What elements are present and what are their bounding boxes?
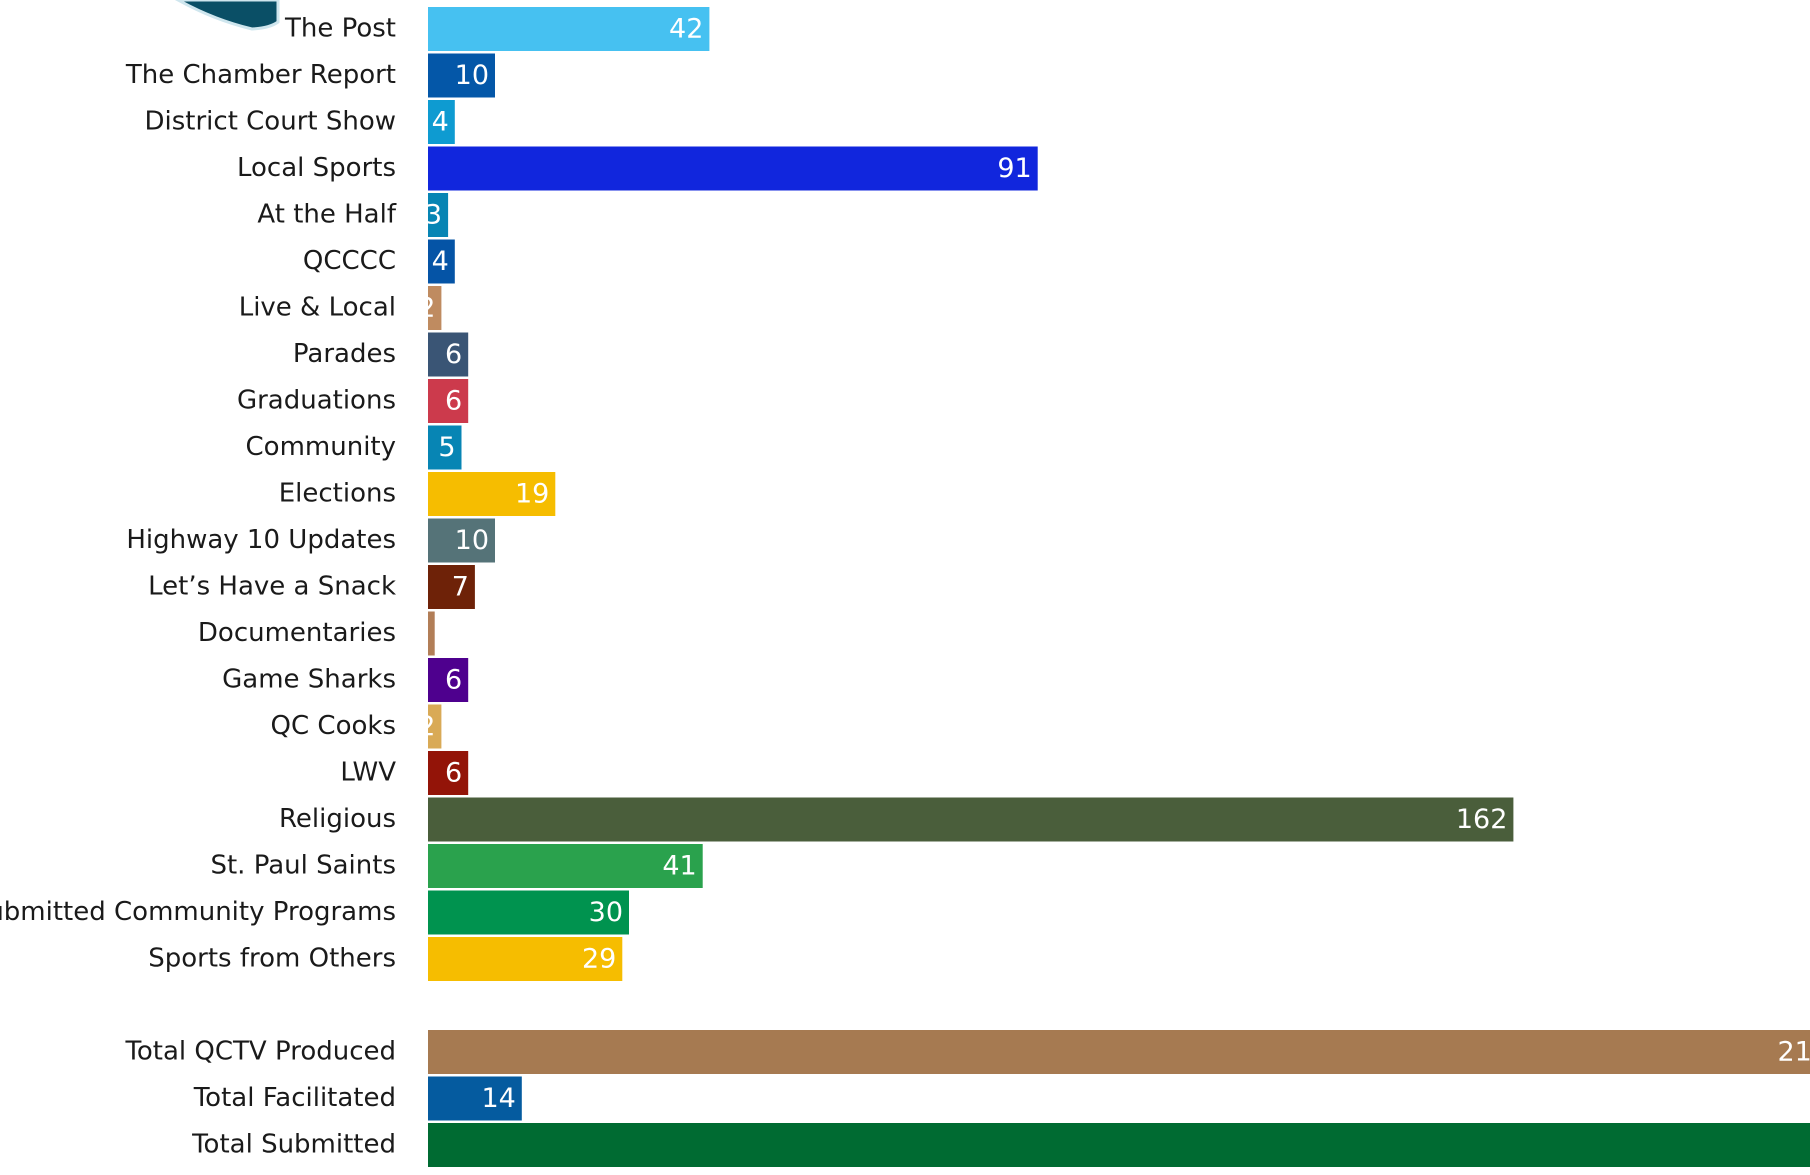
value-label-st-paul-saints: 41 (662, 851, 696, 882)
bar-let-s-have-a-snack (428, 565, 475, 609)
value-label-total-qctv-produced: 210 (1777, 1037, 1810, 1068)
bar-religious (428, 797, 1514, 842)
bar-highway-10-updates (428, 518, 495, 563)
value-label-live-local: 2 (418, 293, 435, 324)
value-labels: 421049134266519107162616241302921014262 (412, 14, 1810, 1115)
category-label-live-local: Live & Local (239, 293, 396, 323)
value-label-the-chamber-report: 10 (455, 60, 489, 91)
bar-qcccc (428, 239, 455, 284)
bar-documentaries (428, 611, 435, 656)
category-label-qcccc: QCCCC (303, 246, 396, 276)
bar-the-post (428, 7, 710, 51)
bar-total-qctv-produced (428, 1030, 1810, 1074)
category-label-highway-10-updates: Highway 10 Updates (126, 525, 396, 555)
bar-submitted-community-programs (428, 890, 629, 935)
category-label-district-court-show: District Court Show (145, 107, 397, 137)
bar-lwv (428, 751, 469, 795)
category-label-lwv: LWV (340, 758, 396, 788)
category-label-documentaries: Documentaries (198, 618, 396, 648)
bars (428, 7, 1810, 1167)
value-label-at-the-half: 3 (425, 200, 442, 231)
logo-corner-shape (174, 0, 280, 31)
bar-graduations (428, 379, 469, 423)
category-label-graduations: Graduations (237, 386, 396, 416)
value-label-parades: 6 (445, 339, 462, 370)
value-label-lwv: 6 (445, 758, 462, 789)
value-label-the-post: 42 (669, 14, 703, 45)
category-label-at-the-half: At the Half (257, 200, 396, 230)
bar-total-facilitated (428, 1076, 522, 1121)
category-label-elections: Elections (279, 479, 396, 509)
bar-at-the-half (428, 193, 449, 237)
value-label-sports-from-others: 29 (582, 944, 616, 975)
bar-st-paul-saints (428, 844, 703, 888)
value-label-religious: 162 (1456, 804, 1508, 835)
category-label-total-qctv-produced: Total QCTV Produced (124, 1037, 396, 1067)
category-label-total-facilitated: Total Facilitated (193, 1083, 396, 1113)
bar-local-sports (428, 146, 1038, 191)
category-labels: The Post The Chamber Report District Court… (0, 14, 397, 1160)
value-label-qcccc: 4 (432, 246, 449, 277)
value-label-game-sharks: 6 (445, 665, 462, 696)
category-label-let-s-have-a-snack: Let’s Have a Snack (148, 572, 396, 602)
value-label-documentaries: 1 (412, 618, 429, 649)
bar-qc-cooks (428, 704, 442, 749)
category-label-the-chamber-report: The Chamber Report (125, 60, 396, 90)
category-label-game-sharks: Game Sharks (222, 665, 396, 695)
value-label-community: 5 (438, 432, 455, 463)
value-label-highway-10-updates: 10 (455, 525, 489, 556)
category-label-religious: Religious (279, 804, 396, 834)
category-label-parades: Parades (293, 339, 396, 369)
bar-elections (428, 472, 556, 516)
bar-live-local (428, 286, 442, 330)
value-label-local-sports: 91 (997, 153, 1031, 184)
value-label-district-court-show: 4 (432, 107, 449, 138)
value-label-let-s-have-a-snack: 7 (452, 572, 469, 603)
bar-sports-from-others (428, 937, 623, 981)
chart-logo (174, 0, 280, 31)
value-label-elections: 19 (515, 479, 549, 510)
bar-parades (428, 332, 469, 377)
category-label-sports-from-others: Sports from Others (148, 944, 396, 974)
bar-total-submitted (428, 1123, 1810, 1167)
category-label-total-submitted: Total Submitted (191, 1130, 396, 1160)
category-label-qc-cooks: QC Cooks (271, 711, 396, 741)
bar-community (428, 425, 462, 470)
category-label-st-paul-saints: St. Paul Saints (210, 851, 396, 881)
bar-the-chamber-report (428, 53, 495, 98)
bar-game-sharks (428, 658, 469, 702)
value-label-submitted-community-programs: 30 (589, 897, 623, 928)
category-label-community: Community (246, 432, 396, 462)
category-label-submitted-community-programs: Submitted Community Programs (0, 897, 396, 927)
category-label-the-post: The Post (284, 14, 396, 44)
category-label-local-sports: Local Sports (237, 153, 396, 183)
value-label-total-facilitated: 14 (481, 1083, 515, 1114)
value-label-qc-cooks: 2 (418, 711, 435, 742)
value-label-graduations: 6 (445, 386, 462, 417)
bar-district-court-show (428, 100, 455, 144)
